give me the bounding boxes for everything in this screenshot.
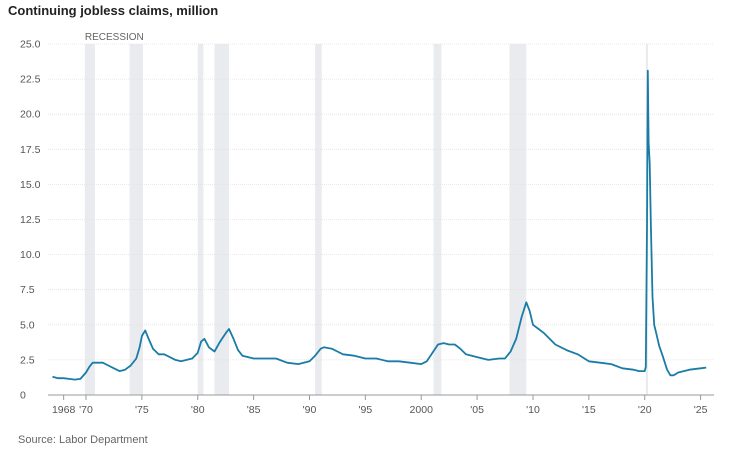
x-tick-label: '15 — [582, 404, 596, 416]
y-tick-label: 7.5 — [20, 284, 35, 296]
x-tick-label: '10 — [526, 404, 540, 416]
y-axis-ticks: 0 2.5 5.0 7.5 10.0 12.5 15.0 17.5 20.0 22.5 25.0 — [20, 39, 41, 402]
x-tick-label: '75 — [135, 404, 149, 416]
x-tick-label: '70 — [79, 404, 93, 416]
series-group — [52, 69, 707, 381]
x-tick-label: '80 — [191, 404, 205, 416]
y-tick-label: 5.0 — [20, 319, 35, 331]
x-tick-label: '90 — [303, 404, 317, 416]
gridlines — [48, 43, 714, 396]
y-tick-label: 17.5 — [20, 144, 41, 156]
y-tick-label: 12.5 — [20, 214, 41, 226]
x-tick-label: 2000 — [410, 404, 434, 416]
x-axis-ticks: 1968'70 '75 '80 '85 '90 '95 2000 '05 '10 '15 '20 '2… — [52, 395, 708, 416]
x-tick-label: '05 — [470, 404, 484, 416]
source-note: Source: Labor Department — [18, 434, 148, 446]
y-tick-label: 22.5 — [20, 74, 41, 86]
y-tick-label: 2.5 — [20, 354, 35, 366]
recession-label: RECESSION — [85, 32, 144, 43]
recession-band-0 — [84, 44, 95, 395]
y-tick-label: 15.0 — [20, 179, 41, 191]
recession-band-6 — [509, 44, 527, 395]
y-tick-label: 10.0 — [20, 249, 41, 261]
y-tick-label: 25.0 — [20, 39, 41, 51]
series-line-0 — [52, 69, 707, 381]
y-tick-label: 0 — [20, 390, 26, 402]
x-tick-label: '85 — [247, 404, 261, 416]
chart-title: Continuing jobless claims, million — [8, 3, 219, 18]
x-tick-label: '95 — [359, 404, 373, 416]
x-tick-label: 1968 — [52, 404, 76, 416]
y-tick-label: 20.0 — [20, 109, 41, 121]
x-tick-label: '20 — [638, 404, 652, 416]
recession-band-5 — [433, 44, 442, 395]
recession-band-3 — [214, 44, 230, 395]
x-tick-label: '25 — [694, 404, 708, 416]
